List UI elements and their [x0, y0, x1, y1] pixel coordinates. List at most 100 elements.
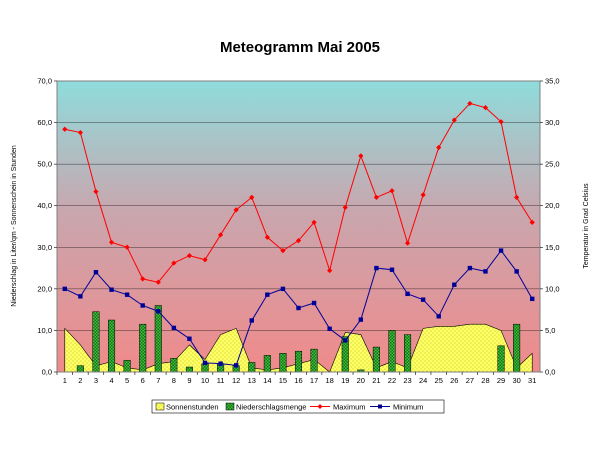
maximum-point: [327, 267, 333, 274]
maximum-point: [186, 253, 193, 259]
x-tick-label: 17: [310, 376, 318, 385]
minimum-point: [483, 269, 488, 274]
legend-label-maximum: Maximum: [333, 403, 366, 412]
maximum-point: [342, 204, 348, 210]
maximum-point: [155, 279, 161, 285]
minimum-point: [265, 292, 270, 297]
x-tick-label: 9: [187, 376, 191, 385]
maximum-point: [62, 126, 68, 132]
minimum-point: [93, 270, 99, 275]
minimum-point: [202, 360, 208, 366]
maximum-point: [514, 194, 520, 200]
minimum-point: [78, 294, 83, 299]
maximum-point: [93, 188, 99, 195]
x-tick-label: 15: [279, 376, 287, 385]
minimum-point: [233, 363, 239, 368]
x-tick-label: 11: [217, 376, 225, 385]
maximum-point: [249, 194, 255, 200]
maximum-point: [295, 238, 302, 244]
x-tick-label: 13: [248, 376, 256, 385]
maximum-point: [451, 117, 457, 123]
x-tick-label: 28: [481, 376, 489, 385]
legend-label-sunshine: Sonnenstunden: [166, 403, 219, 412]
precipitation-bar: [139, 323, 147, 373]
precipitation-bar: [404, 334, 412, 373]
minimum-point: [171, 325, 177, 331]
maximum-point: [124, 244, 130, 250]
minimum-point: [405, 291, 410, 297]
x-tick-label: 4: [109, 376, 113, 385]
left-tick-label: 40,0: [37, 201, 52, 210]
plot-area: [57, 81, 540, 372]
precipitation-bar: [388, 330, 396, 373]
minimum-point: [374, 265, 379, 271]
maximum-point: [233, 207, 239, 213]
x-tick-label: 18: [325, 376, 333, 385]
precipitation-bar: [279, 353, 287, 373]
x-tick-label: 21: [372, 376, 380, 385]
x-tick-label: 2: [78, 376, 82, 385]
x-tick-label: 3: [94, 376, 98, 385]
x-tick-label: 22: [388, 376, 396, 385]
right-tick-label: 35,0: [545, 77, 560, 86]
left-tick-label: 70,0: [37, 77, 52, 86]
precipitation-bar: [92, 311, 100, 373]
maximum-point: [77, 129, 83, 136]
legend: Sonnenstunden Niederschlagsmenge Maximum…: [151, 399, 445, 414]
x-tick-label: 20: [357, 376, 365, 385]
maximum-point: [482, 105, 489, 111]
precipitation-bar: [497, 345, 505, 373]
minimum-point: [311, 300, 317, 306]
x-tick-label: 29: [497, 376, 505, 385]
legend-label-precipitation: Niederschlagsmenge: [236, 403, 306, 412]
right-tick-label: 25,0: [545, 160, 560, 169]
x-tick-label: 10: [201, 376, 209, 385]
x-tick-label: 26: [450, 376, 458, 385]
x-tick-label: 24: [419, 376, 427, 385]
left-axis-ticks: 0,0 10,0 20,0 30,0 40,0 50,0 60,0 70,0: [37, 77, 57, 377]
maximum-point: [467, 100, 473, 107]
minimum-point: [218, 361, 223, 366]
legend-marker-maximum: [317, 404, 323, 409]
chart-title: Meteogramm Mai 2005: [220, 39, 380, 56]
maximum-point: [202, 257, 208, 263]
temperature-markers: [62, 100, 535, 368]
sunshine-area-shape: [64, 323, 533, 373]
precipitation-bar: [513, 323, 521, 373]
x-tick-label: 7: [156, 376, 160, 385]
precipitation-bar: [248, 362, 256, 373]
precipitation-bar: [372, 346, 380, 373]
minimum-point: [187, 336, 192, 341]
maximum-point: [264, 234, 270, 240]
minimum-point: [514, 269, 519, 274]
left-tick-label: 0,0: [42, 368, 52, 377]
minimum-point: [62, 286, 67, 292]
x-tick-label: 1: [63, 376, 67, 385]
left-axis-label: Niederschlag in Liter/qm - Sonnenschein …: [11, 145, 18, 307]
left-tick-label: 60,0: [37, 118, 52, 127]
maximum-point: [389, 188, 395, 194]
minimum-point: [389, 267, 395, 272]
right-tick-label: 5,0: [545, 326, 555, 335]
legend-label-minimum: Minimum: [393, 403, 423, 412]
precipitation-bar: [76, 365, 84, 373]
maximum-point: [404, 240, 411, 246]
right-axis-label: Temperatur in Grad Celsius: [583, 183, 590, 269]
maximum-point: [140, 276, 146, 282]
left-tick-label: 50,0: [37, 160, 52, 169]
maximum-point: [498, 119, 504, 125]
precipitation-bar: [310, 348, 318, 373]
maximum-point: [358, 153, 364, 159]
precipitation-bar: [108, 319, 116, 373]
x-tick-label: 16: [294, 376, 302, 385]
legend-marker-minimum: [378, 404, 382, 409]
right-tick-label: 15,0: [545, 243, 560, 252]
x-tick-label: 23: [403, 376, 411, 385]
left-tick-label: 10,0: [37, 326, 52, 335]
precipitation-bar: [170, 358, 178, 373]
minimum-point: [498, 248, 504, 253]
legend-swatch-precipitation: [225, 402, 235, 411]
x-tick-label: 27: [466, 376, 474, 385]
x-tick-label: 14: [263, 376, 271, 385]
